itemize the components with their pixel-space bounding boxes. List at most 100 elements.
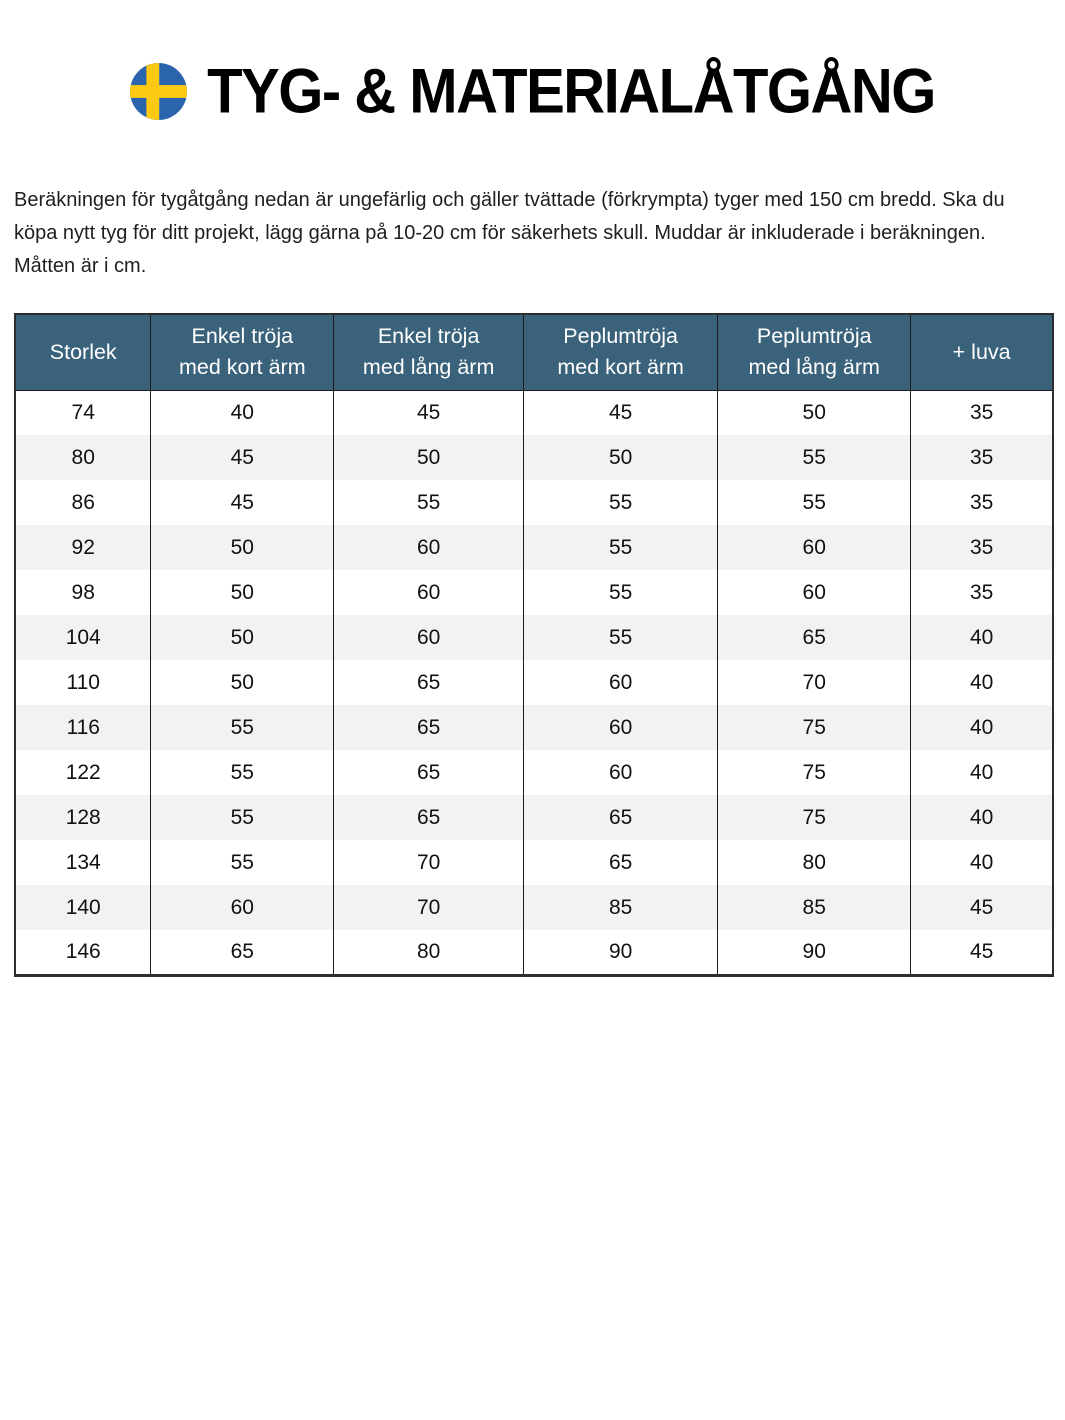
table-row: 122 55 65 60 75 40 bbox=[15, 750, 1053, 795]
value-cell: 90 bbox=[717, 930, 911, 975]
value-cell: 45 bbox=[150, 480, 334, 525]
value-cell: 65 bbox=[333, 705, 524, 750]
intro-paragraph: Beräkningen för tygåtgång nedan är ungef… bbox=[14, 189, 1005, 277]
size-cell: 128 bbox=[15, 795, 151, 840]
table-row: 104 50 60 55 65 40 bbox=[15, 615, 1053, 660]
value-cell: 55 bbox=[333, 480, 524, 525]
value-cell: 75 bbox=[717, 705, 911, 750]
value-cell: 75 bbox=[717, 750, 911, 795]
value-cell: 55 bbox=[717, 480, 911, 525]
value-cell: 60 bbox=[333, 615, 524, 660]
value-cell: 60 bbox=[333, 570, 524, 615]
size-cell: 80 bbox=[15, 435, 151, 480]
table-row: 116 55 65 60 75 40 bbox=[15, 705, 1053, 750]
value-cell: 40 bbox=[910, 750, 1053, 795]
value-cell: 85 bbox=[717, 885, 911, 930]
value-cell: 35 bbox=[910, 390, 1053, 435]
value-cell: 55 bbox=[523, 570, 718, 615]
value-cell: 60 bbox=[150, 885, 334, 930]
value-cell: 40 bbox=[910, 615, 1053, 660]
table-body: 74 40 45 45 50 35 80 45 50 50 55 35 86 45 55 55 55 35 92 50… bbox=[15, 390, 1053, 975]
size-cell: 104 bbox=[15, 615, 151, 660]
value-cell: 60 bbox=[717, 525, 911, 570]
size-cell: 92 bbox=[15, 525, 151, 570]
column-header-peplum-lang: Peplumtröja med lång ärm bbox=[717, 314, 911, 391]
value-cell: 50 bbox=[333, 435, 524, 480]
value-cell: 50 bbox=[717, 390, 911, 435]
value-cell: 55 bbox=[150, 705, 334, 750]
value-cell: 40 bbox=[150, 390, 334, 435]
value-cell: 50 bbox=[150, 660, 334, 705]
table-row: 86 45 55 55 55 35 bbox=[15, 480, 1053, 525]
value-cell: 40 bbox=[910, 705, 1053, 750]
size-cell: 134 bbox=[15, 840, 151, 885]
swedish-flag-icon bbox=[130, 62, 188, 120]
table-row: 128 55 65 65 75 40 bbox=[15, 795, 1053, 840]
table-header-row: Storlek Enkel tröja med kort ärm Enkel t… bbox=[15, 314, 1053, 391]
value-cell: 90 bbox=[523, 930, 718, 975]
size-cell: 98 bbox=[15, 570, 151, 615]
size-cell: 146 bbox=[15, 930, 151, 975]
value-cell: 60 bbox=[717, 570, 911, 615]
value-cell: 80 bbox=[717, 840, 911, 885]
value-cell: 65 bbox=[150, 930, 334, 975]
column-header-peplum-kort: Peplumtröja med kort ärm bbox=[523, 314, 718, 391]
column-header-enkel-kort: Enkel tröja med kort ärm bbox=[150, 314, 334, 391]
value-cell: 55 bbox=[523, 480, 718, 525]
value-cell: 70 bbox=[333, 885, 524, 930]
value-cell: 70 bbox=[333, 840, 524, 885]
value-cell: 35 bbox=[910, 435, 1053, 480]
table-row: 80 45 50 50 55 35 bbox=[15, 435, 1053, 480]
value-cell: 45 bbox=[910, 885, 1053, 930]
value-cell: 65 bbox=[523, 840, 718, 885]
size-cell: 86 bbox=[15, 480, 151, 525]
size-cell: 122 bbox=[15, 750, 151, 795]
value-cell: 60 bbox=[523, 660, 718, 705]
value-cell: 50 bbox=[150, 615, 334, 660]
value-cell: 65 bbox=[333, 795, 524, 840]
fabric-requirements-table: Storlek Enkel tröja med kort ärm Enkel t… bbox=[14, 313, 1054, 977]
value-cell: 35 bbox=[910, 480, 1053, 525]
value-cell: 80 bbox=[333, 930, 524, 975]
value-cell: 60 bbox=[523, 705, 718, 750]
value-cell: 35 bbox=[910, 525, 1053, 570]
size-cell: 140 bbox=[15, 885, 151, 930]
value-cell: 70 bbox=[717, 660, 911, 705]
value-cell: 55 bbox=[150, 750, 334, 795]
value-cell: 75 bbox=[717, 795, 911, 840]
value-cell: 85 bbox=[523, 885, 718, 930]
value-cell: 35 bbox=[910, 570, 1053, 615]
value-cell: 65 bbox=[717, 615, 911, 660]
value-cell: 55 bbox=[150, 795, 334, 840]
value-cell: 40 bbox=[910, 795, 1053, 840]
table-row: 98 50 60 55 60 35 bbox=[15, 570, 1053, 615]
size-cell: 116 bbox=[15, 705, 151, 750]
table-row: 140 60 70 85 85 45 bbox=[15, 885, 1053, 930]
column-header-storlek: Storlek bbox=[15, 314, 151, 391]
value-cell: 65 bbox=[333, 750, 524, 795]
value-cell: 40 bbox=[910, 660, 1053, 705]
size-cell: 110 bbox=[15, 660, 151, 705]
value-cell: 50 bbox=[150, 570, 334, 615]
table-row: 110 50 65 60 70 40 bbox=[15, 660, 1053, 705]
page-header: TYG- & MATERIALÅTGÅNG bbox=[0, 0, 1065, 130]
value-cell: 55 bbox=[523, 525, 718, 570]
value-cell: 50 bbox=[523, 435, 718, 480]
value-cell: 45 bbox=[910, 930, 1053, 975]
value-cell: 50 bbox=[150, 525, 334, 570]
value-cell: 55 bbox=[150, 840, 334, 885]
value-cell: 40 bbox=[910, 840, 1053, 885]
value-cell: 65 bbox=[333, 660, 524, 705]
table-row: 92 50 60 55 60 35 bbox=[15, 525, 1053, 570]
table-row: 146 65 80 90 90 45 bbox=[15, 930, 1053, 975]
value-cell: 45 bbox=[150, 435, 334, 480]
value-cell: 65 bbox=[523, 795, 718, 840]
value-cell: 55 bbox=[523, 615, 718, 660]
column-header-enkel-lang: Enkel tröja med lång ärm bbox=[333, 314, 524, 391]
value-cell: 55 bbox=[717, 435, 911, 480]
page-title: TYG- & MATERIALÅTGÅNG bbox=[207, 55, 936, 127]
size-cell: 74 bbox=[15, 390, 151, 435]
column-header-luva: + luva bbox=[910, 314, 1053, 391]
value-cell: 45 bbox=[523, 390, 718, 435]
